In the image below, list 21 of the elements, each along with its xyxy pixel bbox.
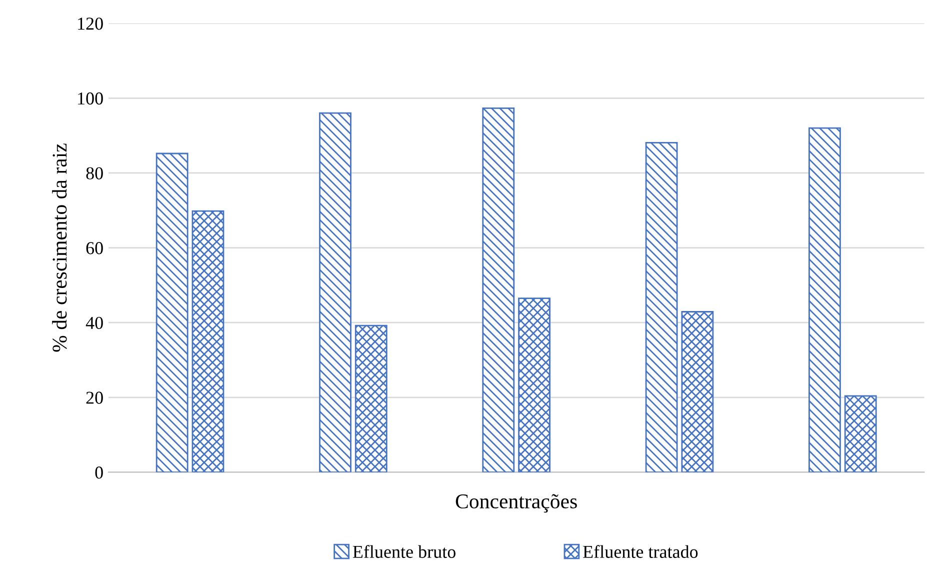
legend-label: Efluente bruto — [352, 545, 456, 558]
bar — [645, 142, 678, 472]
bar — [354, 324, 388, 472]
bar — [156, 152, 188, 472]
bar — [319, 112, 352, 472]
bar — [192, 210, 224, 472]
bar — [808, 127, 841, 472]
bar — [518, 298, 550, 472]
legend-label: Efluente tratado — [583, 545, 698, 558]
y-tick-label: 120 — [78, 18, 103, 30]
bar — [681, 311, 714, 472]
y-tick-label: 100 — [78, 92, 103, 105]
y-tick-label: 40 — [86, 316, 103, 330]
y-tick-label: 20 — [86, 392, 103, 404]
bar — [844, 395, 877, 472]
y-tick-label: 0 — [95, 466, 103, 479]
x-axis-title: Concentrações — [456, 494, 577, 513]
bar — [482, 108, 515, 472]
y-tick-label: 60 — [86, 242, 103, 254]
y-tick-label: 80 — [86, 167, 103, 180]
y-axis-title: % de crescimento da raiz — [52, 144, 67, 352]
